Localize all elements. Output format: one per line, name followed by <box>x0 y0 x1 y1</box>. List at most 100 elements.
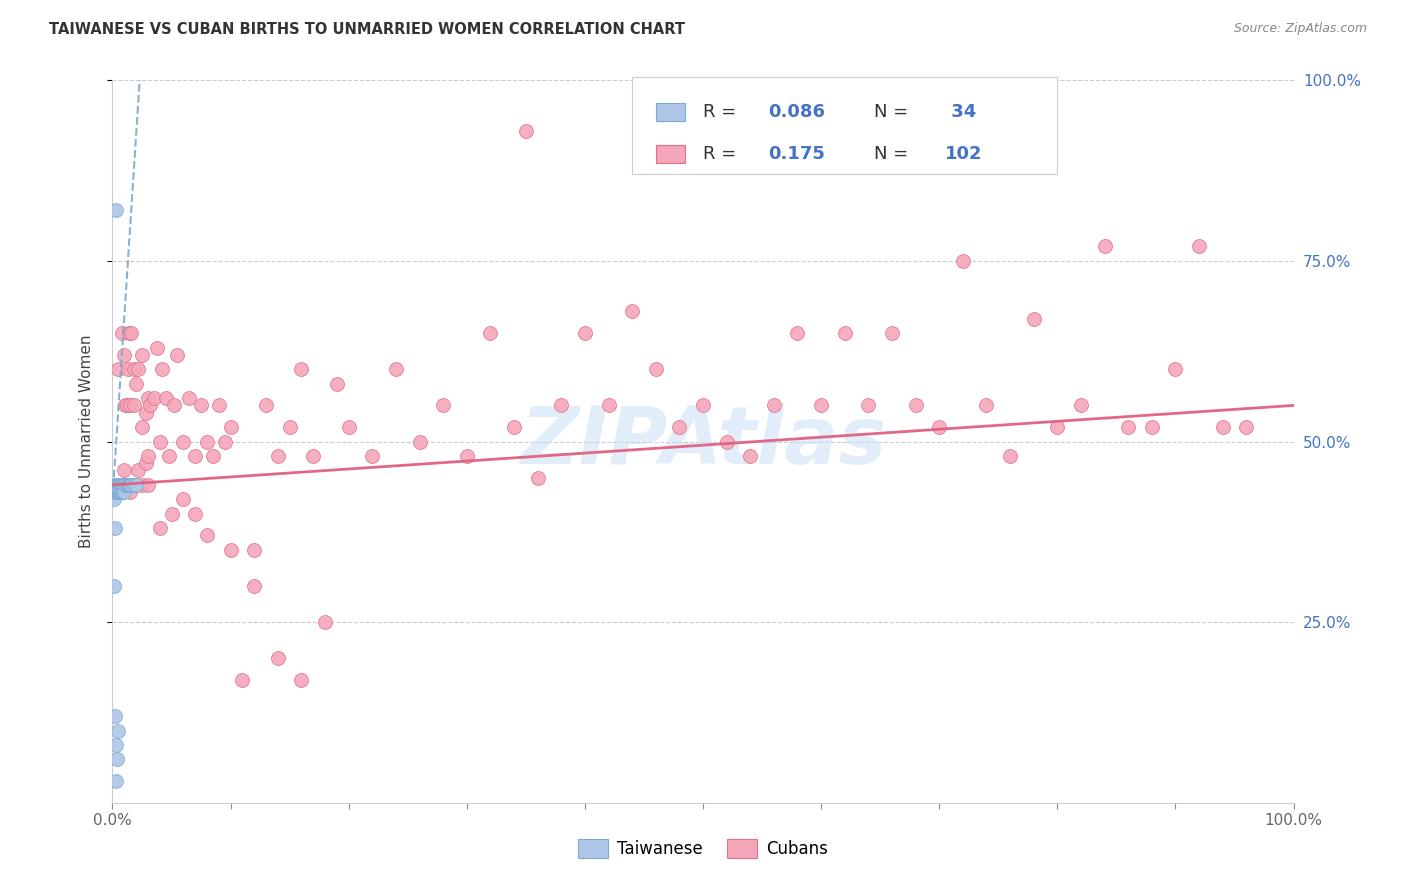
Taiwanese <box>112 485 135 500</box>
Taiwanese <box>105 203 128 218</box>
Cubans <box>110 478 132 492</box>
Text: 34: 34 <box>945 103 976 121</box>
Cubans <box>692 398 714 412</box>
Cubans <box>385 362 408 376</box>
Cubans <box>142 391 165 405</box>
Cubans <box>290 362 312 376</box>
Cubans <box>278 420 301 434</box>
Cubans <box>190 398 212 412</box>
Text: N =: N = <box>875 103 914 121</box>
Cubans <box>195 434 218 449</box>
Cubans <box>107 362 129 376</box>
Cubans <box>1188 239 1211 253</box>
Taiwanese <box>112 478 135 492</box>
Taiwanese <box>104 709 127 723</box>
Cubans <box>998 449 1021 463</box>
Cubans <box>1046 420 1069 434</box>
Cubans <box>254 398 277 412</box>
Taiwanese <box>103 579 125 593</box>
Taiwanese <box>111 485 134 500</box>
Taiwanese <box>105 485 128 500</box>
Cubans <box>668 420 690 434</box>
Cubans <box>1070 398 1092 412</box>
Cubans <box>337 420 360 434</box>
Taiwanese <box>107 485 129 500</box>
Cubans <box>1164 362 1187 376</box>
Cubans <box>1094 239 1116 253</box>
Cubans <box>290 673 312 687</box>
Cubans <box>120 485 142 500</box>
Cubans <box>111 326 134 340</box>
Text: 0.175: 0.175 <box>768 145 825 163</box>
Cubans <box>243 579 266 593</box>
FancyBboxPatch shape <box>633 77 1057 174</box>
Cubans <box>243 542 266 557</box>
Cubans <box>201 449 224 463</box>
Cubans <box>326 376 349 391</box>
Cubans <box>408 434 430 449</box>
Taiwanese <box>105 738 128 752</box>
Cubans <box>120 326 142 340</box>
Cubans <box>574 326 596 340</box>
Y-axis label: Births to Unmarried Women: Births to Unmarried Women <box>79 334 94 549</box>
Cubans <box>163 398 186 412</box>
Cubans <box>432 398 454 412</box>
Cubans <box>122 398 145 412</box>
Cubans <box>621 304 644 318</box>
Cubans <box>139 398 162 412</box>
Taiwanese <box>108 478 131 492</box>
Cubans <box>127 362 149 376</box>
Taiwanese <box>125 478 148 492</box>
Cubans <box>136 449 159 463</box>
Taiwanese <box>110 485 132 500</box>
Cubans <box>172 434 194 449</box>
Cubans <box>786 326 808 340</box>
Cubans <box>762 398 785 412</box>
Cubans <box>125 376 148 391</box>
Text: ZIPAtlas: ZIPAtlas <box>520 402 886 481</box>
Cubans <box>1022 311 1045 326</box>
Cubans <box>127 463 149 477</box>
Cubans <box>160 507 183 521</box>
Cubans <box>644 362 666 376</box>
Taiwanese <box>105 752 128 766</box>
Cubans <box>195 528 218 542</box>
Taiwanese <box>105 774 128 789</box>
Cubans <box>125 478 148 492</box>
Cubans <box>858 398 880 412</box>
Taiwanese <box>105 485 128 500</box>
Cubans <box>231 673 253 687</box>
Taiwanese <box>103 492 125 507</box>
Cubans <box>155 391 177 405</box>
Cubans <box>114 398 136 412</box>
Taiwanese <box>120 478 142 492</box>
Cubans <box>120 398 142 412</box>
Cubans <box>115 398 138 412</box>
Cubans <box>172 492 194 507</box>
Cubans <box>136 478 159 492</box>
Cubans <box>267 651 290 665</box>
Cubans <box>136 391 159 405</box>
Cubans <box>1212 420 1234 434</box>
Cubans <box>834 326 856 340</box>
Taiwanese <box>112 485 135 500</box>
Cubans <box>208 398 231 412</box>
Cubans <box>184 507 207 521</box>
Cubans <box>503 420 526 434</box>
Taiwanese <box>105 478 128 492</box>
Cubans <box>479 326 502 340</box>
Cubans <box>131 478 153 492</box>
Cubans <box>904 398 927 412</box>
Cubans <box>149 434 172 449</box>
Text: 0.086: 0.086 <box>768 103 825 121</box>
Cubans <box>515 124 537 138</box>
Cubans <box>456 449 478 463</box>
Cubans <box>976 398 998 412</box>
Cubans <box>166 348 188 362</box>
Cubans <box>117 362 139 376</box>
Text: Source: ZipAtlas.com: Source: ZipAtlas.com <box>1233 22 1367 36</box>
Cubans <box>219 420 242 434</box>
Cubans <box>112 463 135 477</box>
Cubans <box>1234 420 1257 434</box>
Text: R =: R = <box>703 145 742 163</box>
